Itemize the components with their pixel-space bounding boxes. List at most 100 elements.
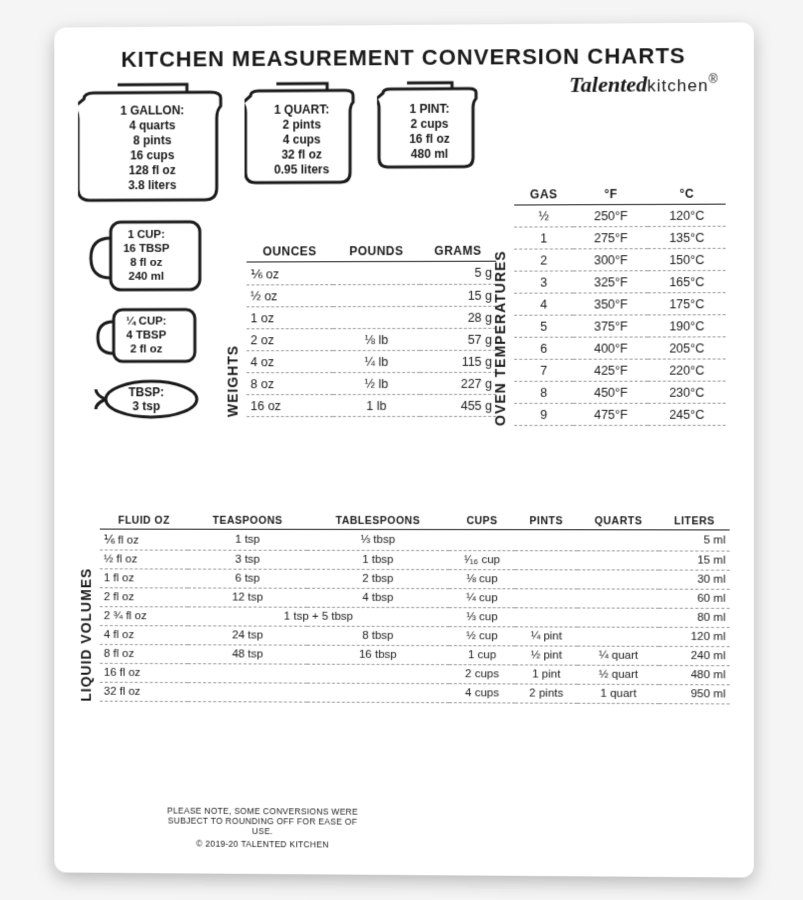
oven-cell: 175°C <box>648 293 725 315</box>
liquid-cell: ½ quart <box>577 665 659 684</box>
liquid-cell: ½ cup <box>449 627 515 646</box>
liquid-col: FLUID OZ <box>99 513 188 530</box>
weights-col: POUNDS <box>333 241 420 262</box>
liquid-col: CUPS <box>449 513 515 530</box>
weights-cell: 1 lb <box>333 394 420 416</box>
tbsp-l0: 3 tsp <box>132 399 160 413</box>
jar-pint: 1 PINT: 2 cups 16 fl oz 480 ml <box>377 78 482 174</box>
liquid-cell: ½ fl oz <box>99 550 188 569</box>
liquid-cell <box>515 530 578 551</box>
jar-quart-l1: 4 cups <box>274 132 329 147</box>
liquid-cell <box>577 608 659 627</box>
jar-pint-l1: 16 fl oz <box>409 131 450 146</box>
liquid-col: TEASPOONS <box>188 513 306 530</box>
oven-header-row: GAS°F°C <box>514 184 725 206</box>
liquid-cell <box>577 551 659 570</box>
liquid-cell: 3 tsp <box>188 550 306 569</box>
oven-cell: 475°F <box>573 403 648 425</box>
table-row: ½ fl oz3 tsp1 tbsp¹⁄₁₆ cup15 ml <box>99 550 729 570</box>
liquid-cell: ¹⁄₁₆ cup <box>449 551 515 570</box>
note-block: PLEASE NOTE, SOME CONVERSIONS WERE SUBJE… <box>163 806 362 850</box>
oven-cell: 1 <box>514 227 573 249</box>
weights-cell: 57 g <box>419 328 495 350</box>
cup-quarter: ¼ CUP: 4 TBSP 2 fl oz <box>91 306 200 368</box>
table-row: 32 fl oz4 cups2 pints1 quart950 ml <box>99 682 729 704</box>
weights-body: ⅙ oz5 g½ oz15 g1 oz28 g2 oz⅛ lb57 g4 oz¼… <box>246 261 496 416</box>
weights-col: GRAMS <box>419 241 495 262</box>
brand-script: Talented <box>569 71 647 97</box>
weights-cell: 28 g <box>419 306 495 328</box>
oven-cell: 245°C <box>648 403 725 425</box>
weights-cell: 16 oz <box>246 395 332 417</box>
liquid-cell: 1 cup <box>449 646 515 665</box>
liquid-cell <box>577 589 659 608</box>
liquid-cell <box>577 530 659 551</box>
weights-col: OUNCES <box>246 241 332 262</box>
liquid-cell: 12 tsp <box>188 588 306 607</box>
oven-col: GAS <box>514 184 573 205</box>
oven-cell: 220°C <box>648 359 725 381</box>
jar-quart-l2: 32 fl oz <box>274 147 329 162</box>
oven-cell: 5 <box>514 315 573 337</box>
brand-reg: ® <box>708 72 717 86</box>
liquid-cell: ¼ cup <box>449 589 515 608</box>
liquid-cell <box>515 551 578 570</box>
liquid-cell: 80 ml <box>659 608 729 627</box>
weights-section: WEIGHTS OUNCESPOUNDSGRAMS ⅙ oz5 g½ oz15 … <box>224 241 495 417</box>
oven-cell: 3 <box>514 271 573 293</box>
cup-one-head: 1 CUP: <box>123 229 169 243</box>
oven-col: °C <box>648 184 725 205</box>
oven-cell: 375°F <box>573 315 648 337</box>
liquid-col: PINTS <box>515 513 578 530</box>
table-row: 8 oz½ lb227 g <box>246 372 496 394</box>
liquid-cell: 1 tsp + 5 tbsp <box>188 607 449 627</box>
liquid-cell: ¼ quart <box>577 646 659 665</box>
table-row: 7425°F220°C <box>514 359 725 381</box>
liquid-header-row: FLUID OZTEASPOONSTABLESPOONSCUPSPINTSQUA… <box>99 513 729 530</box>
oven-section: OVEN TEMPERATURES GAS°F°C ½250°F120°C127… <box>492 184 726 426</box>
oven-cell: 325°F <box>573 271 648 293</box>
oven-cell: 120°C <box>648 204 725 226</box>
weights-cell: 4 oz <box>246 351 332 373</box>
liquid-cell: 6 tsp <box>188 569 306 588</box>
liquid-col: LITERS <box>659 513 729 530</box>
oven-cell: 450°F <box>573 381 648 403</box>
jar-gallon-head: 1 GALLON: <box>120 103 184 118</box>
weights-cell: 227 g <box>419 372 495 394</box>
oven-cell: 275°F <box>573 227 648 249</box>
table-row: ½ oz15 g <box>246 284 496 307</box>
weights-cell: 2 oz <box>246 329 332 351</box>
jar-gallon-l0: 4 quarts <box>120 118 184 133</box>
oven-cell: 7 <box>514 359 573 381</box>
table-row: 4350°F175°C <box>514 293 725 316</box>
oven-col: °F <box>573 184 648 205</box>
jar-gallon-l3: 128 fl oz <box>120 163 184 178</box>
oven-cell: 165°C <box>648 270 725 292</box>
liquid-cell: 1 pint <box>515 665 578 684</box>
table-row: 5375°F190°C <box>514 315 725 338</box>
jar-quart: 1 QUART: 2 pints 4 cups 32 fl oz 0.95 li… <box>244 79 359 189</box>
liquid-cell: 4 cups <box>449 684 515 703</box>
oven-cell: 230°C <box>648 381 725 403</box>
oven-label: OVEN TEMPERATURES <box>492 185 508 426</box>
oven-cell: 350°F <box>573 293 648 315</box>
liquid-cell <box>515 589 578 608</box>
liquid-cell: ⅙ fl oz <box>99 529 188 550</box>
cup-quarter-l0: 4 TBSP <box>126 330 167 344</box>
weights-cell <box>333 261 420 284</box>
liquid-cell: 8 tbsp <box>306 626 448 645</box>
liquid-cell: 950 ml <box>659 685 729 704</box>
oven-cell: 9 <box>514 403 573 425</box>
jar-pint-l0: 2 cups <box>409 116 450 131</box>
cups-column: 1 CUP: 16 TBSP 8 fl oz 240 ml ¼ CUP: 4 T… <box>81 218 210 421</box>
weights-cell: 1 oz <box>246 307 332 329</box>
liquid-body: ⅙ fl oz1 tsp⅓ tbsp5 ml½ fl oz3 tsp1 tbsp… <box>99 529 729 704</box>
weights-cell: ½ oz <box>246 285 332 307</box>
liquid-cell: 480 ml <box>659 665 729 684</box>
weights-cell: 115 g <box>419 350 495 372</box>
table-row: ⅙ oz5 g <box>246 261 496 285</box>
liquid-cell: 5 ml <box>659 530 729 551</box>
table-row: 3325°F165°C <box>514 270 725 293</box>
liquid-cell: 24 tsp <box>188 626 306 645</box>
liquid-cell: 16 tbsp <box>306 645 448 665</box>
